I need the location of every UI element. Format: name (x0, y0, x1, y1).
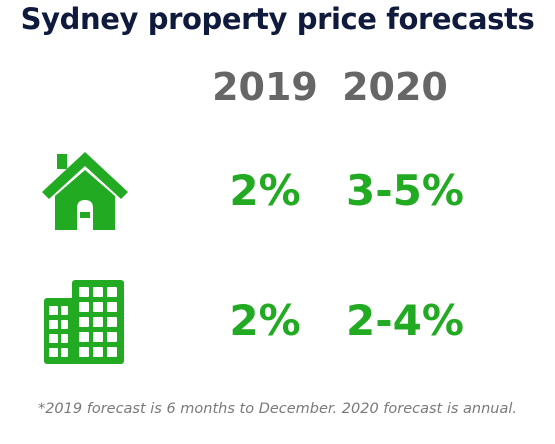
footnote: *2019 forecast is 6 months to December. … (37, 401, 518, 417)
unit-2019-forecast: 2% (229, 296, 301, 345)
house-2019-forecast: 2% (229, 166, 301, 215)
year-header-2019: 2019 (212, 65, 318, 109)
apartment-building-icon (44, 280, 124, 364)
house-icon (42, 152, 128, 230)
house-2020-forecast: 3-5% (346, 166, 464, 215)
page-title: Sydney property price forecasts (20, 2, 535, 36)
unit-2020-forecast: 2-4% (346, 296, 464, 345)
year-header-2020: 2020 (342, 65, 448, 109)
